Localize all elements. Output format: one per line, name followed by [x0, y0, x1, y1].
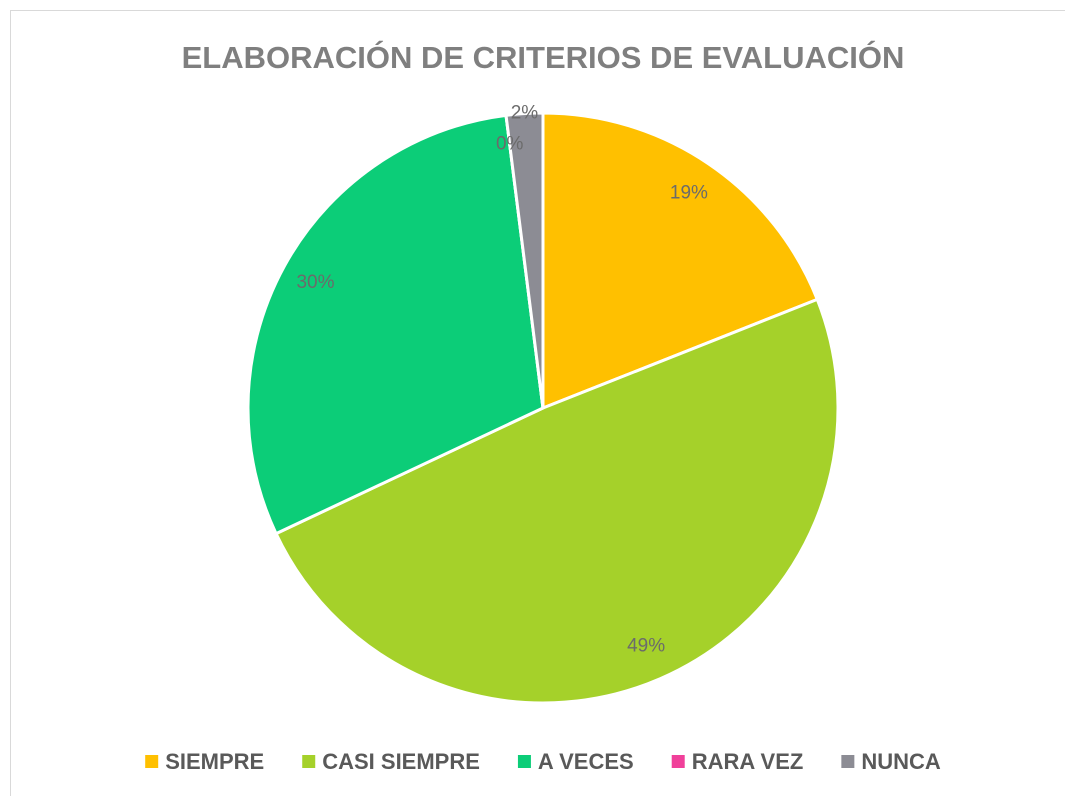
pie-slice [274, 297, 840, 705]
pie-slice [246, 113, 545, 536]
legend-swatch [302, 755, 316, 768]
legend-label: NUNCA [861, 749, 941, 774]
data-label: 2% [511, 103, 539, 124]
pie-slice [541, 111, 820, 411]
pie-slice [504, 111, 545, 409]
legend-swatch [145, 755, 159, 768]
legend-swatch [671, 755, 685, 768]
legend-label: RARA VEZ [692, 749, 804, 774]
legend-swatch [841, 755, 855, 768]
data-label: 49% [627, 635, 665, 656]
data-label: 0% [496, 134, 524, 155]
legend-swatch [517, 755, 531, 768]
legend-label: SIEMPRE [165, 749, 264, 774]
chart-title: ELABORACIÓN DE CRITERIOS DE EVALUACIÓN [182, 39, 905, 75]
legend-label: CASI SIEMPRE [322, 749, 480, 774]
data-label: 30% [296, 272, 334, 293]
data-label: 19% [670, 182, 708, 203]
legend-label: A VECES [538, 749, 634, 774]
